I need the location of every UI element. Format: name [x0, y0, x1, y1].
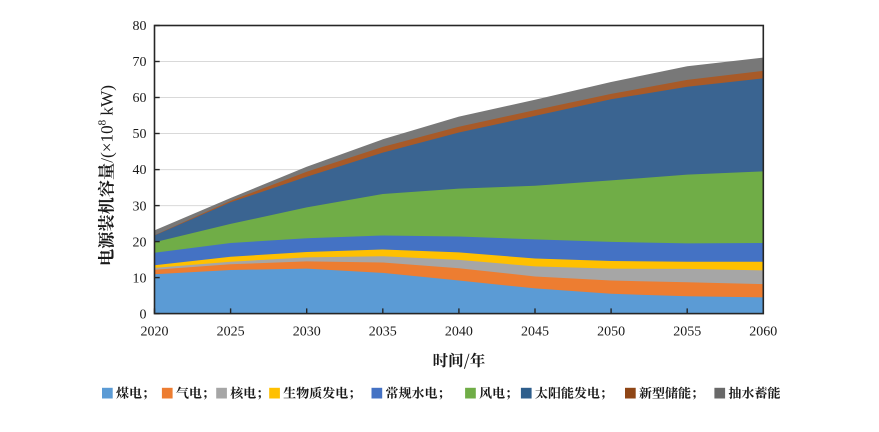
svg-text:2055: 2055: [673, 325, 701, 340]
svg-text:2035: 2035: [369, 325, 397, 340]
svg-text:2025: 2025: [217, 325, 245, 340]
svg-text:10: 10: [133, 271, 147, 286]
svg-text:2030: 2030: [293, 325, 321, 340]
svg-text:2060: 2060: [749, 325, 777, 340]
svg-text:40: 40: [133, 163, 147, 178]
svg-text:0: 0: [140, 307, 147, 322]
svg-text:70: 70: [133, 55, 147, 70]
svg-text:80: 80: [133, 19, 147, 34]
svg-text:2040: 2040: [445, 325, 473, 340]
svg-text:2050: 2050: [597, 325, 625, 340]
svg-text:60: 60: [133, 91, 147, 106]
svg-text:2020: 2020: [141, 325, 169, 340]
svg-text:20: 20: [133, 235, 147, 250]
svg-text:30: 30: [133, 199, 147, 214]
svg-text:50: 50: [133, 127, 147, 142]
svg-text:2045: 2045: [521, 325, 549, 340]
